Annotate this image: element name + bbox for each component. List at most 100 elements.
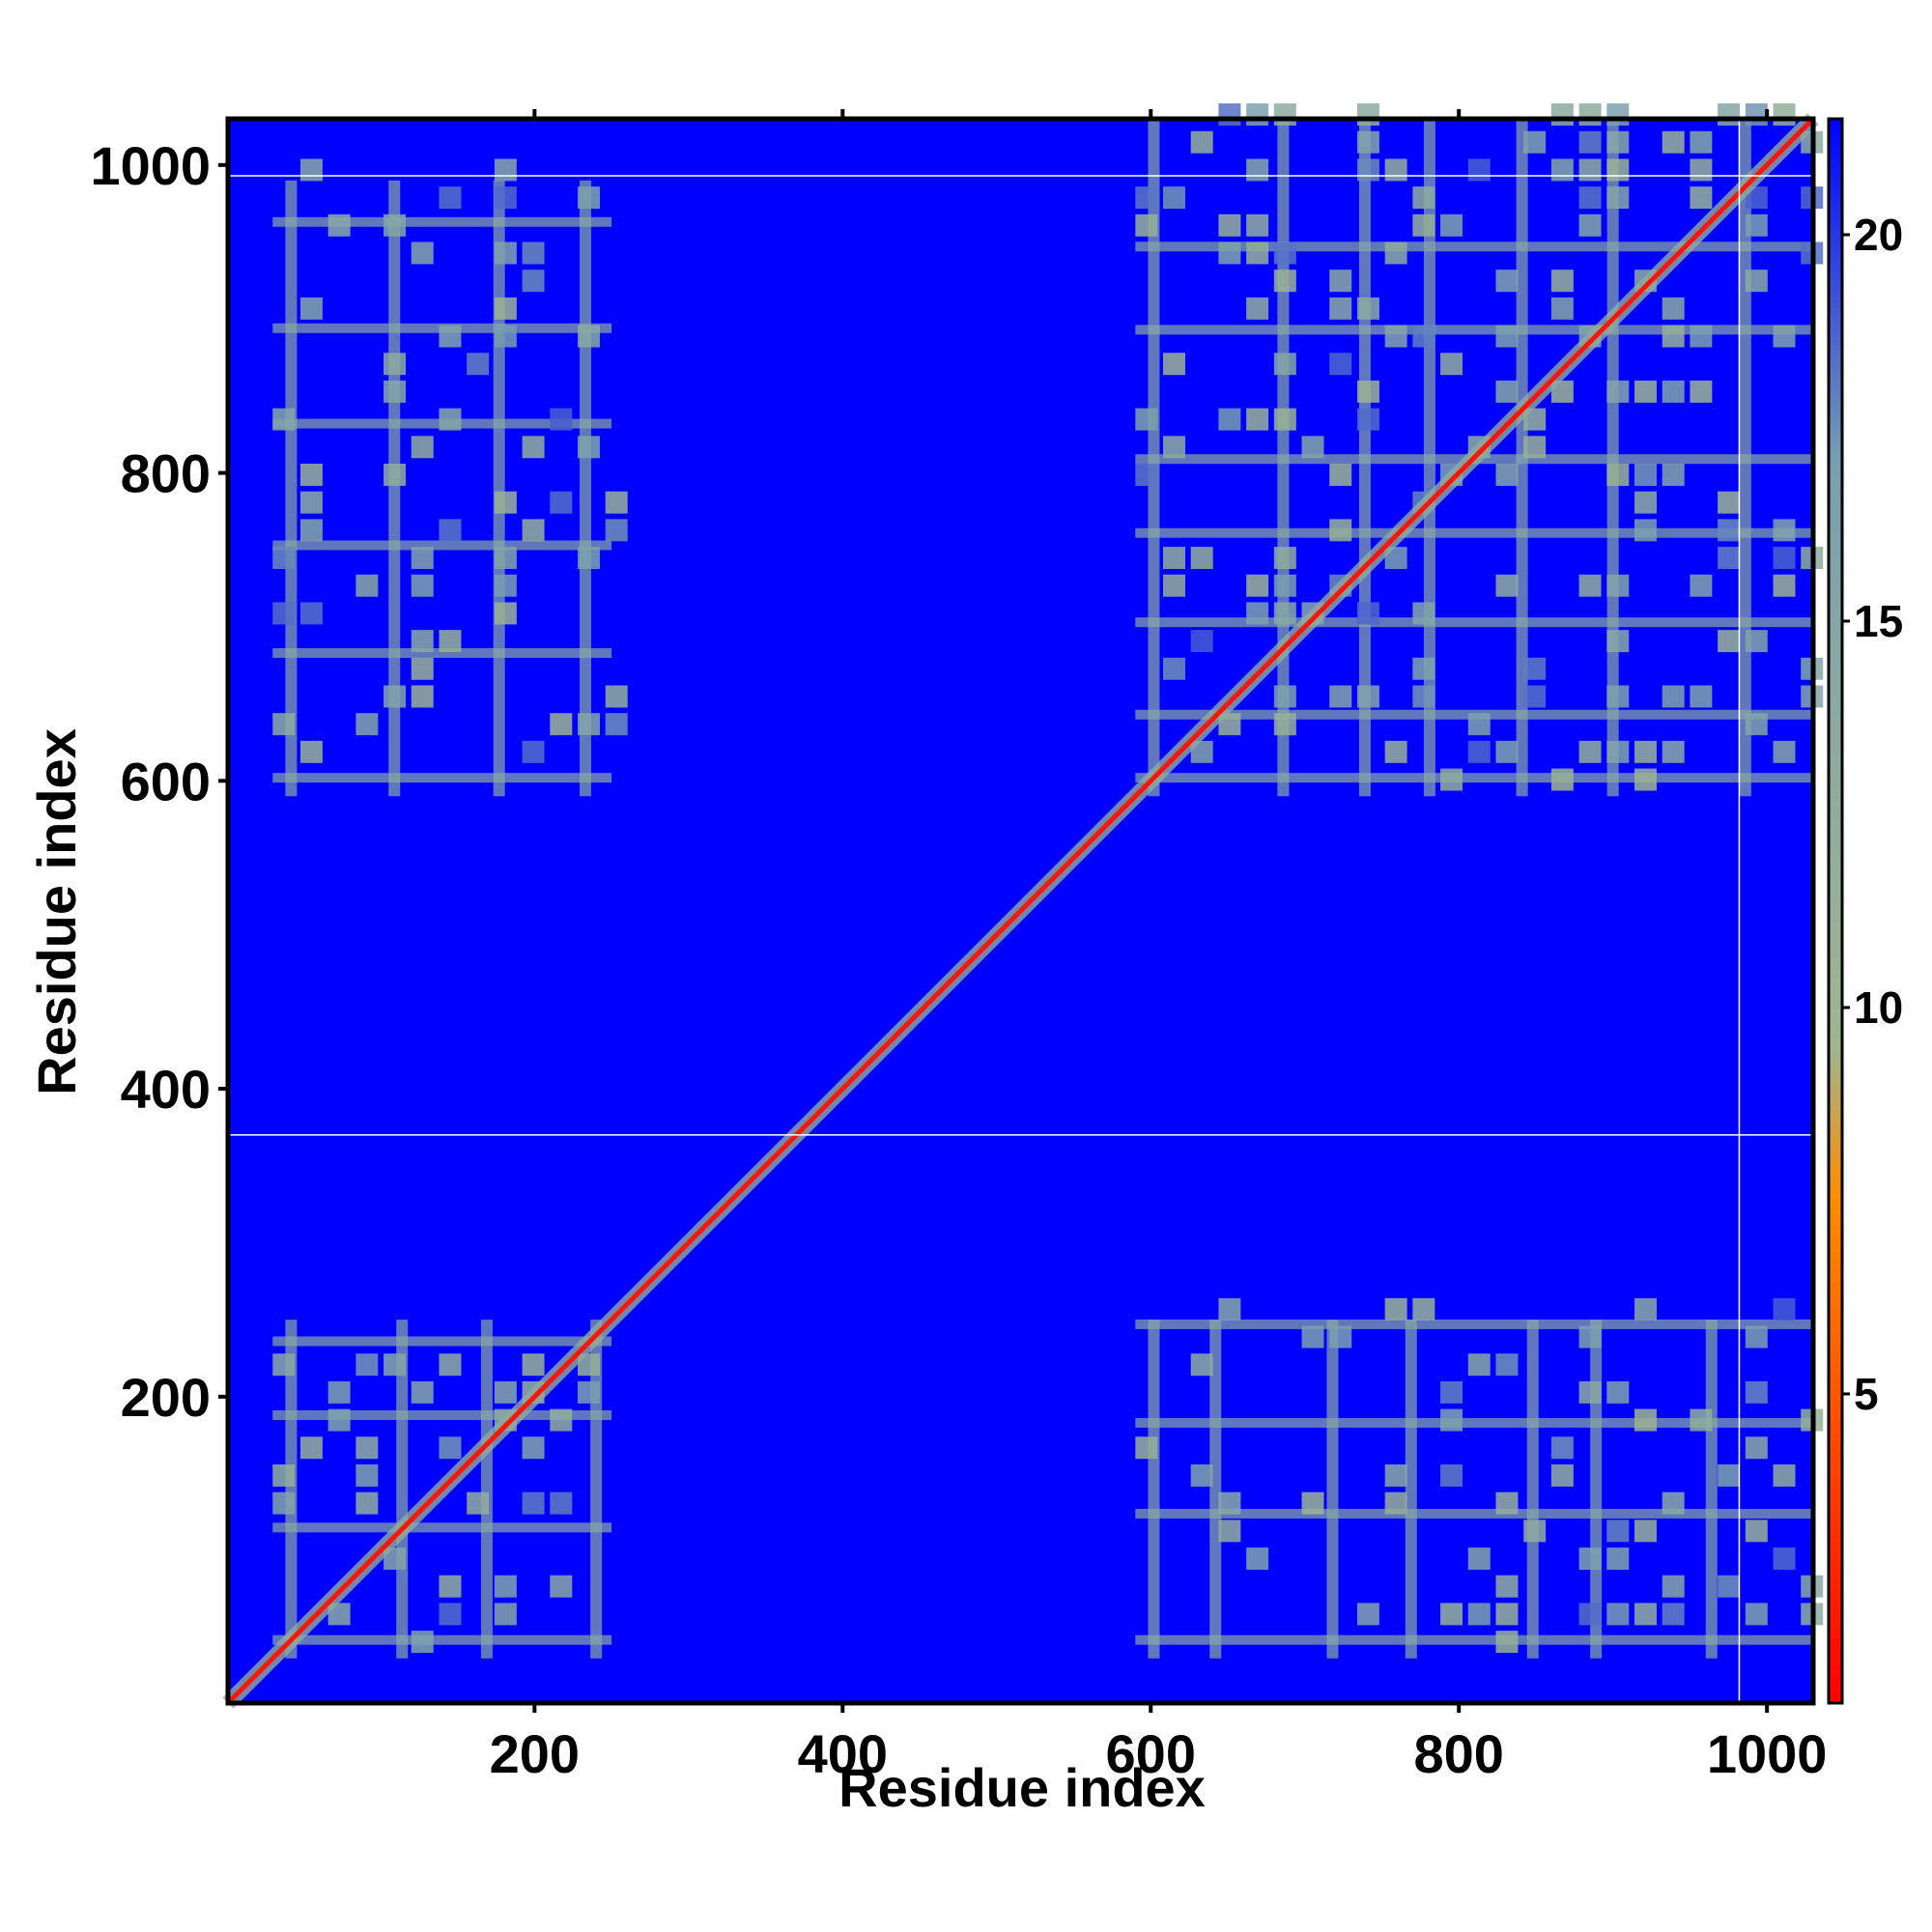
contact-cell [1773,519,1796,542]
contact-cell [1301,436,1324,459]
contact-cell [355,713,379,736]
contact-cell [1384,325,1407,348]
contact-cell [272,602,296,625]
contact-cell [1495,1492,1519,1515]
contact-cell [1218,1297,1241,1321]
contact-cell [1273,408,1296,431]
contact-cell [1218,408,1241,431]
contact-cell [1606,630,1630,653]
contact-cell [1495,1353,1519,1377]
contact-stripe [1135,242,1813,252]
contact-cell [1523,685,1547,708]
contact-cell [550,713,573,736]
contact-cell [494,574,517,597]
contact-cell [1273,270,1296,293]
contact-cell [327,1408,351,1432]
contact-cell [1523,436,1547,459]
contact-cell [1773,740,1796,763]
contact-stripe [1135,527,1813,538]
contact-cell [1634,1520,1657,1543]
contact-cell [1745,1325,1768,1349]
x-tick-label: 600 [1106,1723,1196,1784]
contact-cell [1634,740,1657,763]
contact-cell [1550,158,1574,182]
contact-cell [1495,464,1519,486]
contact-cell [578,436,600,459]
contact-cell [411,436,434,459]
x-axis-ticks: 200 400 600 800 1000 [490,109,1827,1784]
contact-cell [1690,1408,1713,1432]
contact-cell [1412,325,1435,348]
contact-cell [1606,130,1630,154]
contact-cell [1440,213,1463,237]
contact-cell [439,1353,462,1377]
contact-cell [1606,740,1630,763]
y-tick-label: 1000 [90,135,211,196]
contact-cell [1246,408,1269,431]
contact-cell [1578,213,1602,237]
y-tick-label: 800 [121,443,211,504]
contact-cell [1550,103,1574,127]
contact-cell [1634,464,1657,486]
contact-cell [522,436,545,459]
contact-cell [1218,1492,1241,1515]
contact-cell [578,1380,600,1404]
contact-cell [1773,1297,1796,1321]
contact-cell [1745,630,1768,653]
contact-cell [1606,1520,1630,1543]
contact-cell [1662,297,1685,320]
contact-cell [1246,602,1269,625]
contact-cell [1718,103,1741,127]
heatmap-plot-area [222,103,1824,1709]
contact-cell [1356,297,1379,320]
contact-block [272,1320,612,1659]
contact-cell [411,1631,434,1654]
contact-stripe [272,1409,612,1420]
contact-cell [1690,685,1713,708]
contact-stripe [285,1320,298,1659]
contact-cell [1523,408,1547,431]
contact-cell [1523,130,1547,154]
contact-cell [1745,270,1768,293]
contact-cell [1329,519,1352,542]
contact-cell [494,491,517,514]
contact-cell [1384,158,1407,182]
contact-cell [439,186,462,210]
contact-cell [1773,325,1796,348]
contact-cell [272,713,296,736]
contact-cell [411,547,434,570]
contact-cell [1329,1325,1352,1349]
contact-cell [299,297,323,320]
contact-cell [272,408,296,431]
x-tick-label: 400 [798,1723,888,1784]
contact-stripe [1135,773,1813,783]
contact-cell [1578,103,1602,127]
contact-cell [1662,685,1685,708]
contact-cell [1662,1603,1685,1626]
contact-stripe [272,773,612,783]
contact-cell [272,1463,296,1487]
contact-cell [384,380,407,403]
y-tick-label: 200 [121,1367,211,1428]
contact-cell [1329,685,1352,708]
contact-cell [1163,547,1185,570]
contact-cell [578,713,600,736]
contact-cell [1745,1520,1768,1543]
contact-stripe [1135,1417,1813,1428]
contact-cell [1606,464,1630,486]
contact-cell [1467,713,1491,736]
contact-cell [1718,491,1741,514]
contact-cell [1190,130,1213,154]
contact-cell [1578,1603,1602,1626]
contact-cell [299,464,323,486]
contact-cell [1356,1603,1379,1626]
colorbar-gradient [1827,117,1844,1705]
contact-cell [1634,519,1657,542]
contact-cell [1495,270,1519,293]
contact-cell [299,602,323,625]
contact-stripe [1135,1319,1813,1329]
contact-cell [1606,186,1630,210]
contact-cell [494,297,517,320]
contact-cell [1745,1380,1768,1404]
